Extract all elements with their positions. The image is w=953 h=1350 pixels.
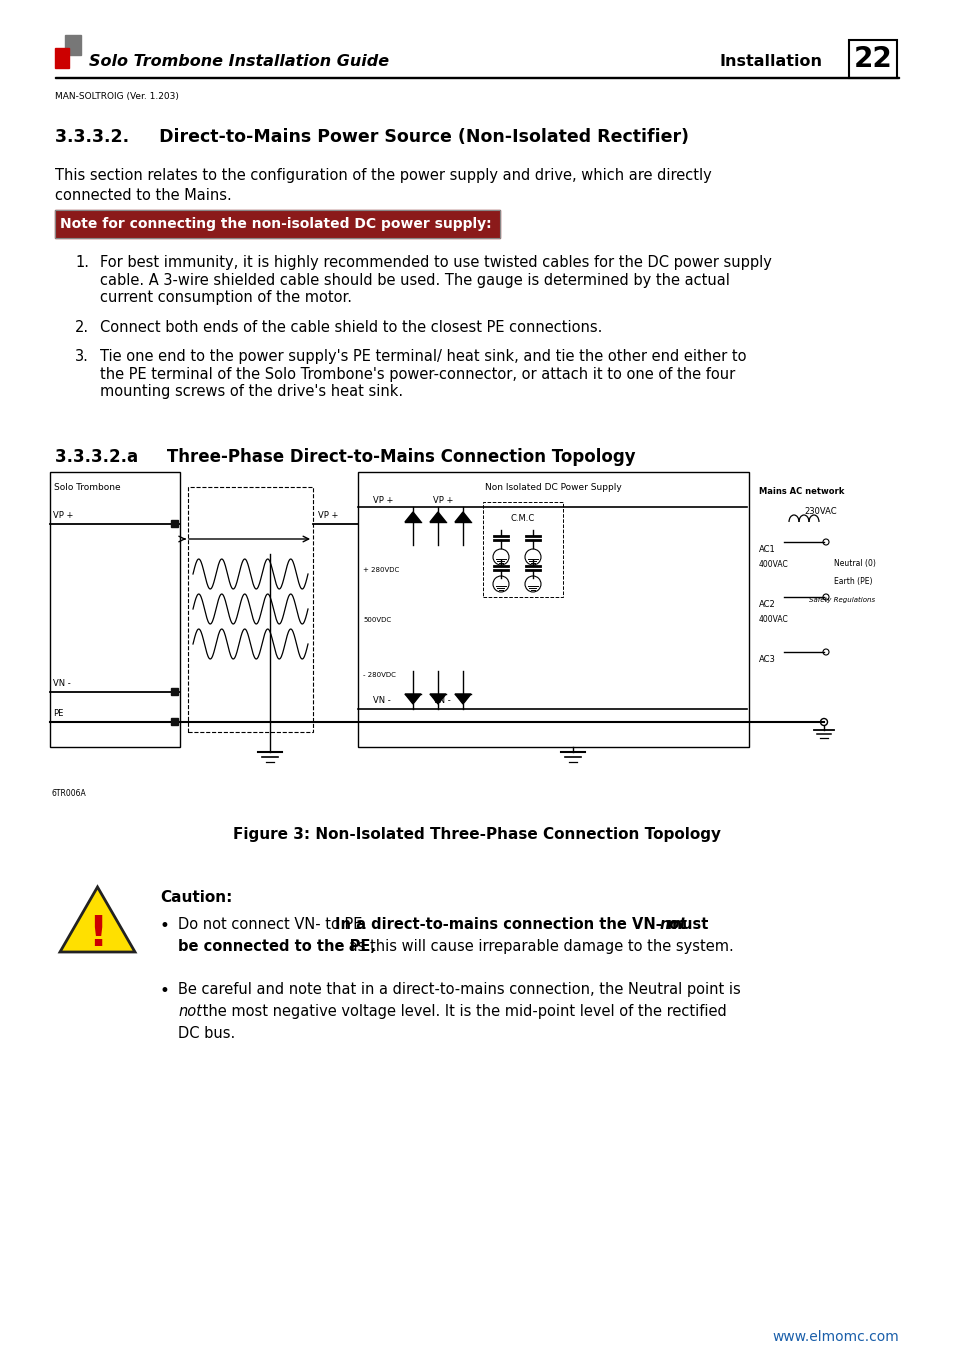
Polygon shape bbox=[430, 512, 446, 522]
Text: AC3: AC3 bbox=[759, 655, 775, 664]
Text: 500VDC: 500VDC bbox=[363, 617, 391, 622]
Text: 3.3.3.2.a     Three-Phase Direct-to-Mains Connection Topology: 3.3.3.2.a Three-Phase Direct-to-Mains Co… bbox=[55, 448, 635, 466]
Text: Non Isolated DC Power Supply: Non Isolated DC Power Supply bbox=[484, 483, 620, 491]
Text: VP +: VP + bbox=[317, 512, 338, 520]
Polygon shape bbox=[430, 694, 446, 703]
Text: C.M.C: C.M.C bbox=[511, 514, 535, 522]
Text: www.elmomc.com: www.elmomc.com bbox=[771, 1330, 898, 1345]
Text: not: not bbox=[659, 917, 686, 932]
Bar bbox=[188, 487, 313, 732]
Text: Safety Regulations: Safety Regulations bbox=[808, 597, 874, 603]
Text: VN -: VN - bbox=[53, 679, 71, 688]
Text: 22: 22 bbox=[853, 45, 891, 73]
Text: Solo Trombone Installation Guide: Solo Trombone Installation Guide bbox=[89, 54, 389, 69]
Text: In a direct-to-mains connection the VN- must: In a direct-to-mains connection the VN- … bbox=[335, 917, 713, 932]
Bar bbox=[171, 520, 178, 526]
Text: 2.: 2. bbox=[75, 320, 89, 335]
Text: 230VAC: 230VAC bbox=[803, 508, 836, 516]
Text: PE: PE bbox=[53, 709, 63, 718]
Text: AC1: AC1 bbox=[759, 545, 775, 554]
Polygon shape bbox=[455, 512, 471, 522]
Text: Mains AC network: Mains AC network bbox=[759, 487, 843, 495]
Text: VP +: VP + bbox=[53, 512, 73, 520]
Text: cable. A 3-wire shielded cable should be used. The gauge is determined by the ac: cable. A 3-wire shielded cable should be… bbox=[100, 273, 729, 288]
Bar bbox=[848, 40, 896, 78]
Text: - 280VDC: - 280VDC bbox=[363, 672, 395, 678]
Text: Installation: Installation bbox=[720, 54, 822, 69]
Text: be connected to the PE,: be connected to the PE, bbox=[178, 940, 375, 954]
Text: 400VAC: 400VAC bbox=[759, 560, 788, 568]
Text: current consumption of the motor.: current consumption of the motor. bbox=[100, 290, 352, 305]
Text: not: not bbox=[178, 1004, 202, 1019]
Text: •: • bbox=[160, 981, 170, 1000]
Text: Tie one end to the power supply's PE terminal/ heat sink, and tie the other end : Tie one end to the power supply's PE ter… bbox=[100, 350, 745, 365]
Text: the most negative voltage level. It is the mid-point level of the rectified: the most negative voltage level. It is t… bbox=[198, 1004, 726, 1019]
Polygon shape bbox=[405, 512, 420, 522]
Text: connected to the Mains.: connected to the Mains. bbox=[55, 188, 232, 202]
Text: Earth (PE): Earth (PE) bbox=[833, 576, 872, 586]
Bar bbox=[55, 211, 499, 238]
Text: !: ! bbox=[88, 913, 107, 954]
Polygon shape bbox=[455, 694, 471, 703]
Polygon shape bbox=[405, 694, 420, 703]
Bar bbox=[171, 718, 178, 725]
Text: 1.: 1. bbox=[75, 255, 89, 270]
Text: AC2: AC2 bbox=[759, 599, 775, 609]
Text: Neutral (0): Neutral (0) bbox=[833, 559, 875, 568]
Text: VP +: VP + bbox=[373, 495, 393, 505]
Text: + 280VDC: + 280VDC bbox=[363, 567, 399, 572]
Text: Solo Trombone: Solo Trombone bbox=[54, 483, 120, 491]
Text: 3.3.3.2.     Direct-to-Mains Power Source (Non-Isolated Rectifier): 3.3.3.2. Direct-to-Mains Power Source (N… bbox=[55, 128, 688, 146]
Text: DC bus.: DC bus. bbox=[178, 1026, 235, 1041]
Bar bbox=[55, 49, 69, 68]
Text: Note for connecting the non-isolated DC power supply:: Note for connecting the non-isolated DC … bbox=[60, 217, 491, 231]
Text: mounting screws of the drive's heat sink.: mounting screws of the drive's heat sink… bbox=[100, 383, 403, 400]
Text: 400VAC: 400VAC bbox=[759, 616, 788, 624]
Bar bbox=[482, 502, 562, 597]
Text: Figure 3: Non-Isolated Three-Phase Connection Topology: Figure 3: Non-Isolated Three-Phase Conne… bbox=[233, 828, 720, 842]
Text: as this will cause irreparable damage to the system.: as this will cause irreparable damage to… bbox=[343, 940, 733, 954]
Bar bbox=[171, 688, 178, 695]
Text: VP +: VP + bbox=[433, 495, 453, 505]
Text: •: • bbox=[160, 917, 170, 936]
Bar bbox=[55, 211, 499, 238]
Text: VN -: VN - bbox=[433, 697, 450, 705]
Bar bbox=[357, 472, 748, 747]
Text: the PE terminal of the Solo Trombone's power-connector, or attach it to one of t: the PE terminal of the Solo Trombone's p… bbox=[100, 366, 735, 382]
Bar bbox=[50, 472, 180, 747]
Text: This section relates to the configuration of the power supply and drive, which a: This section relates to the configuratio… bbox=[55, 167, 711, 184]
Text: 6TR006A: 6TR006A bbox=[52, 788, 87, 798]
Text: Connect both ends of the cable shield to the closest PE connections.: Connect both ends of the cable shield to… bbox=[100, 320, 601, 335]
Text: Be careful and note that in a direct-to-mains connection, the Neutral point is: Be careful and note that in a direct-to-… bbox=[178, 981, 740, 998]
Text: For best immunity, it is highly recommended to use twisted cables for the DC pow: For best immunity, it is highly recommen… bbox=[100, 255, 771, 270]
Text: Caution:: Caution: bbox=[160, 890, 233, 905]
Text: MAN-SOLTROIG (Ver. 1.203): MAN-SOLTROIG (Ver. 1.203) bbox=[55, 92, 179, 101]
Text: VN -: VN - bbox=[373, 697, 391, 705]
Text: 3.: 3. bbox=[75, 350, 89, 365]
Polygon shape bbox=[60, 887, 135, 952]
Text: Do not connect VN- to PE.: Do not connect VN- to PE. bbox=[178, 917, 372, 932]
Bar bbox=[65, 35, 81, 55]
